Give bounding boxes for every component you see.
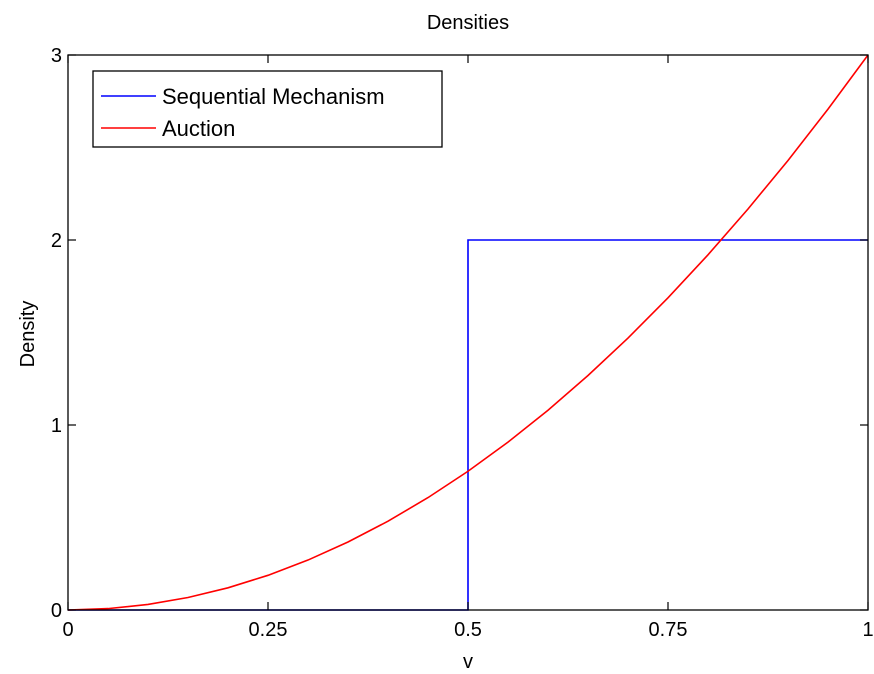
series-line-sequential-mechanism [68, 239, 868, 611]
x-tick-label: 0.25 [249, 619, 288, 641]
chart-title: Densities [427, 12, 509, 34]
x-tick-label: 0 [62, 619, 73, 641]
y-axis-label: Density [17, 301, 39, 368]
y-tick-label: 2 [51, 230, 62, 252]
axes: 0 0.25 0.5 0.75 1 0 1 2 3 [51, 45, 874, 641]
legend-entry-auction: Auction [162, 116, 235, 141]
legend-box [92, 70, 443, 148]
legend: Sequential Mechanism Auction [92, 70, 443, 148]
x-axis-label: v [463, 651, 473, 673]
x-tick-label: 1 [862, 619, 873, 641]
x-tick-label: 0.75 [649, 619, 688, 641]
y-tick-label: 3 [51, 45, 62, 67]
y-tick-label: 0 [51, 600, 62, 622]
series-line-auction [67, 54, 869, 611]
y-tick-label: 1 [51, 415, 62, 437]
x-tick-label: 0.5 [454, 619, 482, 641]
legend-entry-sequential-mechanism: Sequential Mechanism [162, 84, 385, 109]
